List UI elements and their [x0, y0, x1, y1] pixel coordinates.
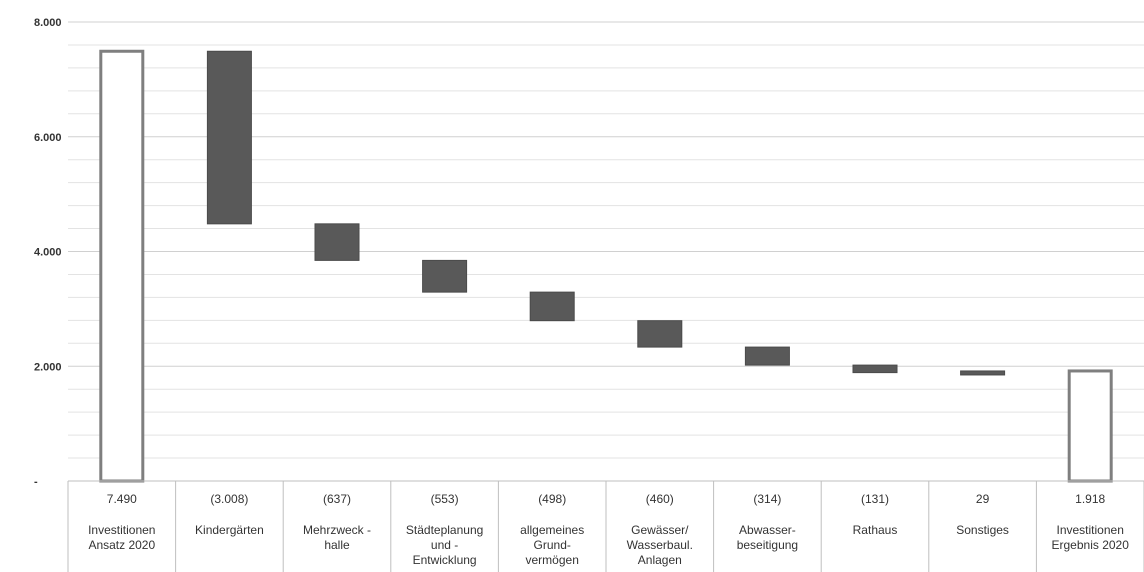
category-label: Rathaus — [853, 523, 898, 537]
bar-total — [99, 49, 145, 483]
bars — [99, 49, 1113, 483]
value-label: 29 — [976, 492, 990, 506]
y-axis-tick-labels: - 2.000 4.000 6.000 8.000 — [34, 17, 62, 488]
value-label: (3.008) — [210, 492, 248, 506]
value-label: 1.918 — [1075, 492, 1105, 506]
category-table: 7.490 Investitionen Ansatz 2020 (3.008) Kind… — [67, 480, 1144, 572]
bar-delta — [852, 364, 898, 374]
value-label: (131) — [861, 492, 889, 506]
value-label: (498) — [538, 492, 566, 506]
bar-delta — [314, 223, 360, 261]
bar-delta — [529, 291, 575, 322]
category-label: Kindergärten — [195, 523, 264, 537]
value-label: 7.490 — [107, 492, 137, 506]
bar-delta — [744, 346, 790, 366]
category-label: Abwasser-beseitigung — [737, 523, 798, 552]
y-tick-label: 8.000 — [34, 17, 62, 29]
y-tick-label: 4.000 — [34, 247, 62, 259]
value-label: (637) — [323, 492, 351, 506]
category-label: Städteplanung und -Entwicklung — [406, 523, 483, 567]
value-label: (314) — [753, 492, 781, 506]
bar-delta — [960, 370, 1006, 376]
y-tick-label: - — [34, 476, 38, 488]
category-label: Sonstiges — [956, 523, 1009, 537]
category-label: allgemeines Grund-vermögen — [520, 523, 584, 567]
value-label: (460) — [646, 492, 674, 506]
bar-total — [1067, 369, 1113, 483]
y-tick-label: 2.000 — [34, 361, 62, 373]
category-label: Gewässer/Wasserbaul. Anlagen — [627, 523, 693, 567]
category-label: Mehrzweck -halle — [303, 523, 371, 552]
category-label: Investitionen Ansatz 2020 — [88, 523, 155, 552]
value-label: (553) — [431, 492, 459, 506]
y-tick-label: 6.000 — [34, 132, 62, 144]
bar-delta — [637, 320, 683, 348]
bar-delta — [422, 259, 468, 293]
category-label: Investitionen Ergebnis 2020 — [1052, 523, 1130, 552]
bar-delta — [206, 50, 252, 225]
